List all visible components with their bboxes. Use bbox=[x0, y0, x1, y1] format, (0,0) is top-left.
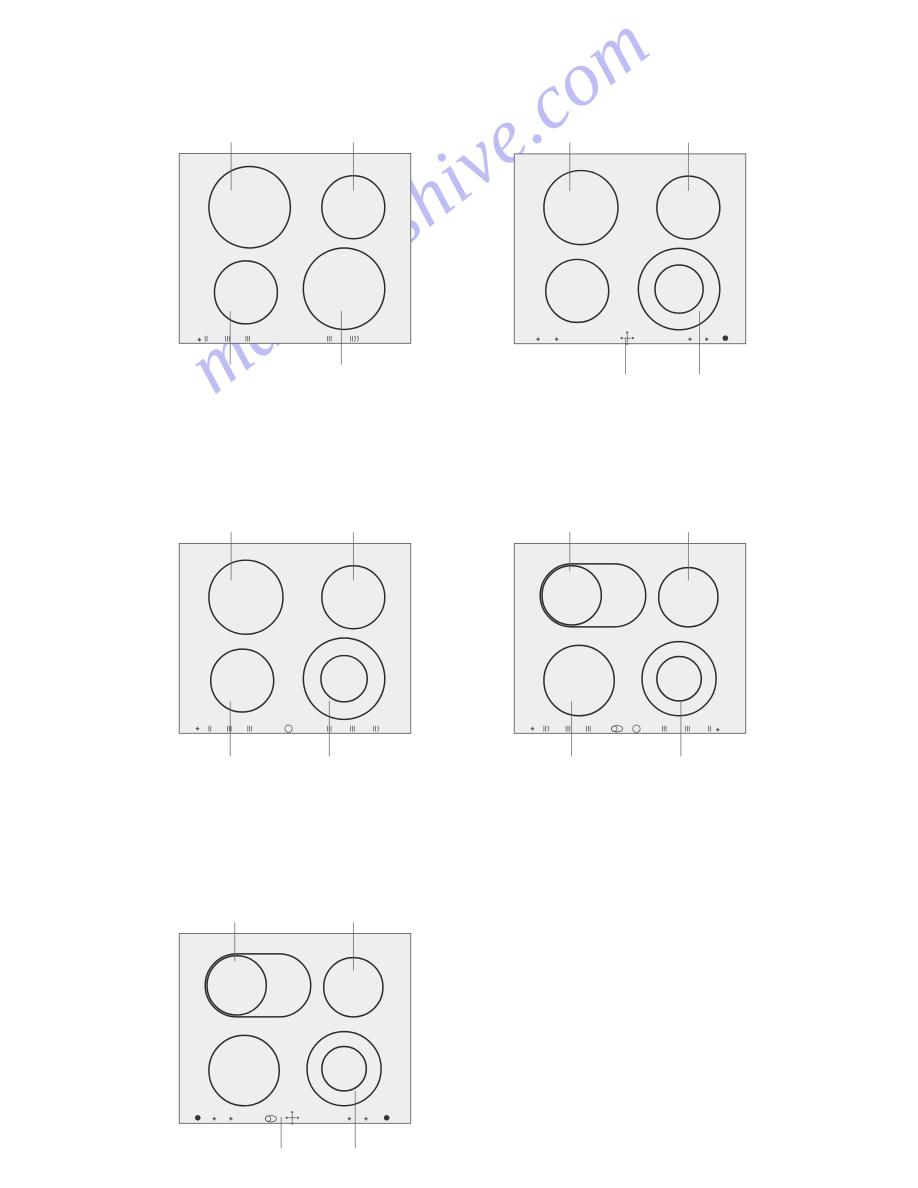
svg-text:+: + bbox=[348, 1117, 351, 1123]
hob-diagram-d: + + bbox=[505, 520, 755, 780]
svg-text:+: + bbox=[555, 337, 558, 343]
svg-text:+: + bbox=[364, 1117, 367, 1123]
svg-text:+: + bbox=[213, 1117, 216, 1123]
svg-text:+: + bbox=[531, 727, 534, 733]
svg-text:+: + bbox=[716, 727, 719, 733]
hob-diagram-e: + + + + bbox=[170, 910, 420, 1170]
svg-text:+: + bbox=[229, 1117, 232, 1123]
svg-text:+: + bbox=[196, 727, 199, 733]
svg-text:+: + bbox=[536, 337, 539, 343]
svg-text:+: + bbox=[198, 337, 201, 343]
hob-diagram-b: + + + + bbox=[505, 130, 755, 400]
hob-diagram-a: + bbox=[170, 130, 420, 390]
hob-diagram-c: + bbox=[170, 520, 420, 780]
svg-text:+: + bbox=[705, 337, 708, 343]
page: manualshive.com + bbox=[0, 0, 918, 1188]
svg-text:+: + bbox=[688, 337, 691, 343]
